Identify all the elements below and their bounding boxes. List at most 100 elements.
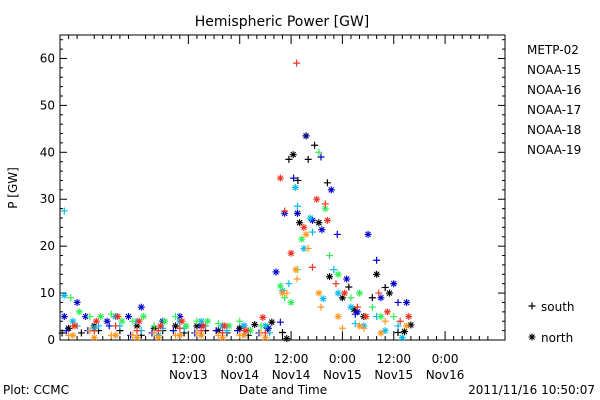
north-point xyxy=(199,322,207,330)
north-point xyxy=(268,318,276,326)
south-point xyxy=(62,327,70,335)
north-point xyxy=(73,298,81,306)
legend-entry: NOAA-18 xyxy=(527,123,581,137)
timestamp-label: 2011/11/16 10:50:07 xyxy=(468,383,595,397)
north-point xyxy=(302,230,310,238)
north-point xyxy=(292,266,300,274)
south-point xyxy=(212,327,220,335)
legend-entry: NOAA-19 xyxy=(527,143,581,157)
south-point xyxy=(58,329,66,337)
south-point xyxy=(381,283,389,291)
x-tick-date-label: Nov14 xyxy=(220,368,259,382)
north-point xyxy=(356,322,364,330)
north-point xyxy=(315,219,323,227)
north-point xyxy=(176,313,184,321)
y-tick-label: 50 xyxy=(40,98,55,112)
south-point xyxy=(276,318,284,326)
north-point xyxy=(334,313,342,321)
series-noaa-17 xyxy=(67,148,398,335)
south-point xyxy=(394,322,402,330)
north-point xyxy=(319,295,327,303)
north-point xyxy=(287,298,295,306)
south-point xyxy=(86,313,94,321)
south-point xyxy=(214,320,222,328)
north-point xyxy=(261,334,269,342)
south-marker-symbol xyxy=(528,302,536,310)
chart-title: Hemispheric Power [GW] xyxy=(195,14,370,30)
south-point xyxy=(323,179,331,187)
north-point xyxy=(362,313,370,321)
north-point xyxy=(334,289,342,297)
y-axis: 0 10 20 30 40 50 60 xyxy=(40,39,505,347)
north-point xyxy=(133,322,141,330)
north-point xyxy=(118,317,126,325)
north-point xyxy=(135,317,143,325)
south-point xyxy=(236,317,244,325)
north-point xyxy=(377,294,385,302)
north-point xyxy=(353,308,361,316)
south-point xyxy=(375,289,383,297)
x-tick-time-label: 0:00 xyxy=(432,352,459,366)
south-point xyxy=(368,303,376,311)
north-point xyxy=(139,313,147,321)
legend: METP-02 NOAA-15 NOAA-16 NOAA-17 NOAA-18 NOAA-… xyxy=(527,43,581,157)
south-point xyxy=(311,141,319,149)
marker-key: south north xyxy=(528,300,575,345)
south-point xyxy=(373,256,381,264)
legend-entry: NOAA-16 xyxy=(527,83,581,97)
south-point xyxy=(193,317,201,325)
north-point xyxy=(178,317,186,325)
x-tick-date-label: Nov15 xyxy=(323,368,362,382)
south-point xyxy=(308,228,316,236)
north-point xyxy=(259,313,267,321)
north-point xyxy=(246,327,254,335)
x-tick-time-label: 12:00 xyxy=(274,352,309,366)
south-point xyxy=(261,329,269,337)
north-point xyxy=(326,273,334,281)
north-point xyxy=(112,331,120,339)
north-point xyxy=(276,282,284,290)
north-point xyxy=(279,289,286,297)
legend-entry: METP-02 xyxy=(527,43,579,57)
south-point xyxy=(333,230,341,238)
x-tick-date-label: Nov13 xyxy=(169,368,208,382)
south-point xyxy=(129,317,137,325)
south-point xyxy=(234,327,242,335)
north-point xyxy=(403,322,411,330)
y-tick-label: 0 xyxy=(47,333,55,347)
south-point xyxy=(150,329,158,337)
north-point xyxy=(315,289,323,297)
north-point xyxy=(293,209,301,217)
north-point xyxy=(272,268,280,276)
north-point xyxy=(204,317,212,325)
north-point xyxy=(236,324,244,332)
south-point xyxy=(176,324,184,332)
north-point xyxy=(306,214,314,222)
north-point xyxy=(133,334,141,342)
north-point xyxy=(289,151,297,159)
south-point xyxy=(338,324,346,332)
south-point xyxy=(347,294,355,302)
north-point xyxy=(60,291,68,299)
south-point xyxy=(133,327,141,335)
north-point xyxy=(276,174,284,182)
south-point xyxy=(390,313,398,321)
north-point xyxy=(219,334,227,342)
south-point xyxy=(332,280,340,288)
north-point xyxy=(356,289,364,297)
north-point xyxy=(197,331,205,339)
north-point xyxy=(240,322,248,330)
legend-entry: NOAA-17 xyxy=(527,103,581,117)
north-point xyxy=(161,317,169,325)
north-point xyxy=(71,322,79,330)
south-point xyxy=(279,328,286,336)
north-point xyxy=(225,322,233,330)
south-point xyxy=(219,329,227,337)
south-point xyxy=(353,303,361,311)
north-point xyxy=(124,313,132,321)
south-point xyxy=(293,202,301,210)
north-point xyxy=(291,184,299,191)
south-point xyxy=(321,200,329,208)
south-point xyxy=(308,263,316,271)
north-point xyxy=(296,219,304,227)
